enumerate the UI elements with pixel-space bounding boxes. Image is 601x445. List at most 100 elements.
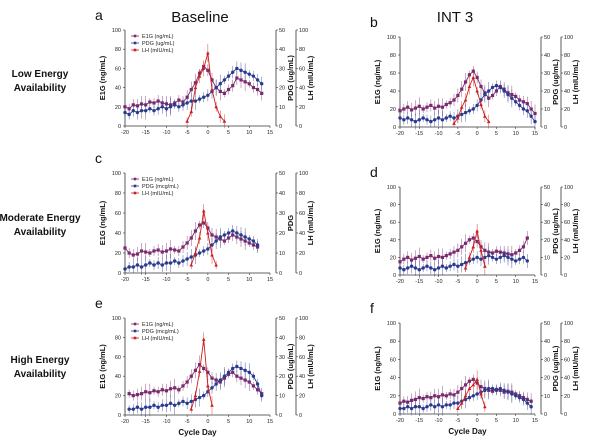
data-point <box>514 259 518 263</box>
data-point <box>467 379 472 383</box>
series-line-lh <box>186 52 225 122</box>
x-tick-label: -15 <box>415 418 423 424</box>
data-point <box>152 263 156 267</box>
y2-tick-label: 20 <box>279 86 285 92</box>
data-point <box>243 70 247 74</box>
y3-tick-label: 20 <box>564 255 570 261</box>
series-line-pdg <box>399 255 528 271</box>
data-point <box>148 405 152 409</box>
legend-marker <box>133 177 137 181</box>
row-label-line: Availability <box>14 83 67 94</box>
data-point <box>193 251 198 255</box>
data-point <box>406 405 410 409</box>
y3-axis-title: LH (mIU/mL) <box>571 59 580 104</box>
data-point <box>521 255 526 260</box>
data-point <box>177 105 181 109</box>
x-tick-label: -5 <box>455 131 460 137</box>
data-point <box>460 245 464 249</box>
data-point <box>417 396 421 400</box>
data-point <box>456 116 460 120</box>
data-point <box>247 370 251 375</box>
series-pdg <box>127 360 264 417</box>
data-point <box>479 248 483 252</box>
data-point <box>448 264 452 268</box>
row-label-line: Moderate Energy <box>0 213 81 224</box>
series-pdg <box>123 225 260 275</box>
data-point <box>181 245 185 249</box>
data-point <box>533 119 537 124</box>
y3-tick-label: 80 <box>564 53 570 59</box>
data-point <box>131 394 135 398</box>
data-point <box>131 108 135 113</box>
y2-tick-label: 20 <box>544 376 550 382</box>
data-point <box>156 107 160 111</box>
data-point <box>494 89 499 93</box>
data-point <box>460 262 464 267</box>
data-point <box>471 244 476 249</box>
data-point <box>173 259 177 263</box>
data-point <box>487 89 491 93</box>
y-tick-label: 60 <box>115 355 121 361</box>
data-point <box>502 253 506 258</box>
data-point <box>452 116 456 120</box>
data-point <box>463 393 468 398</box>
x-tick-label: 5 <box>227 419 230 425</box>
data-point <box>210 78 214 82</box>
data-point <box>467 73 472 77</box>
y-tick-label: 20 <box>115 394 121 400</box>
y-tick-label: 20 <box>390 394 396 400</box>
data-point <box>398 266 402 270</box>
x-tick-label: -5 <box>185 277 190 283</box>
y-tick-label: 60 <box>390 357 396 363</box>
data-point <box>160 263 164 267</box>
data-point <box>235 76 239 80</box>
legend-label: LH (mIU/mL) <box>142 191 174 197</box>
y3-tick-label: 60 <box>299 66 305 72</box>
data-point <box>243 378 247 382</box>
y-tick-label: 60 <box>115 211 121 217</box>
data-point <box>413 266 418 270</box>
data-point <box>135 393 140 397</box>
data-point <box>498 255 502 260</box>
panel-letter: c <box>95 150 102 166</box>
data-point <box>164 249 169 253</box>
data-point <box>202 95 206 99</box>
data-point <box>514 394 518 398</box>
data-point <box>222 91 227 95</box>
data-point <box>214 239 218 243</box>
series-line-e1g <box>399 237 528 263</box>
data-point <box>123 110 127 115</box>
legend-marker <box>133 41 137 45</box>
data-point <box>152 403 156 407</box>
data-point <box>413 405 418 409</box>
y-tick-label: 40 <box>390 89 396 95</box>
data-point <box>452 262 456 267</box>
y-tick-label: 40 <box>390 238 396 244</box>
data-point <box>510 257 514 261</box>
data-point <box>483 114 487 118</box>
data-point <box>210 233 214 237</box>
data-point <box>123 246 127 250</box>
data-point <box>181 259 185 263</box>
y-tick-label: 40 <box>115 231 121 237</box>
data-point <box>463 80 468 84</box>
data-point <box>529 405 533 409</box>
y-axis-title: E1G (ng/mL) <box>373 59 382 104</box>
row-label-line: Low Energy <box>12 69 69 80</box>
data-point <box>433 106 437 110</box>
data-point <box>444 394 448 398</box>
data-point <box>197 97 202 101</box>
data-point <box>148 261 152 265</box>
y2-tick-label: 30 <box>544 71 550 77</box>
y2-tick-label: 40 <box>279 47 285 53</box>
y2-tick-label: 30 <box>544 220 550 226</box>
x-tick-label: -5 <box>455 418 460 424</box>
data-point <box>521 397 526 402</box>
data-point <box>148 391 152 395</box>
y3-tick-label: 20 <box>299 394 305 400</box>
data-point <box>436 403 441 407</box>
y3-tick-label: 40 <box>564 89 570 95</box>
data-point <box>189 99 193 103</box>
data-point <box>173 403 177 407</box>
data-point <box>487 253 491 258</box>
